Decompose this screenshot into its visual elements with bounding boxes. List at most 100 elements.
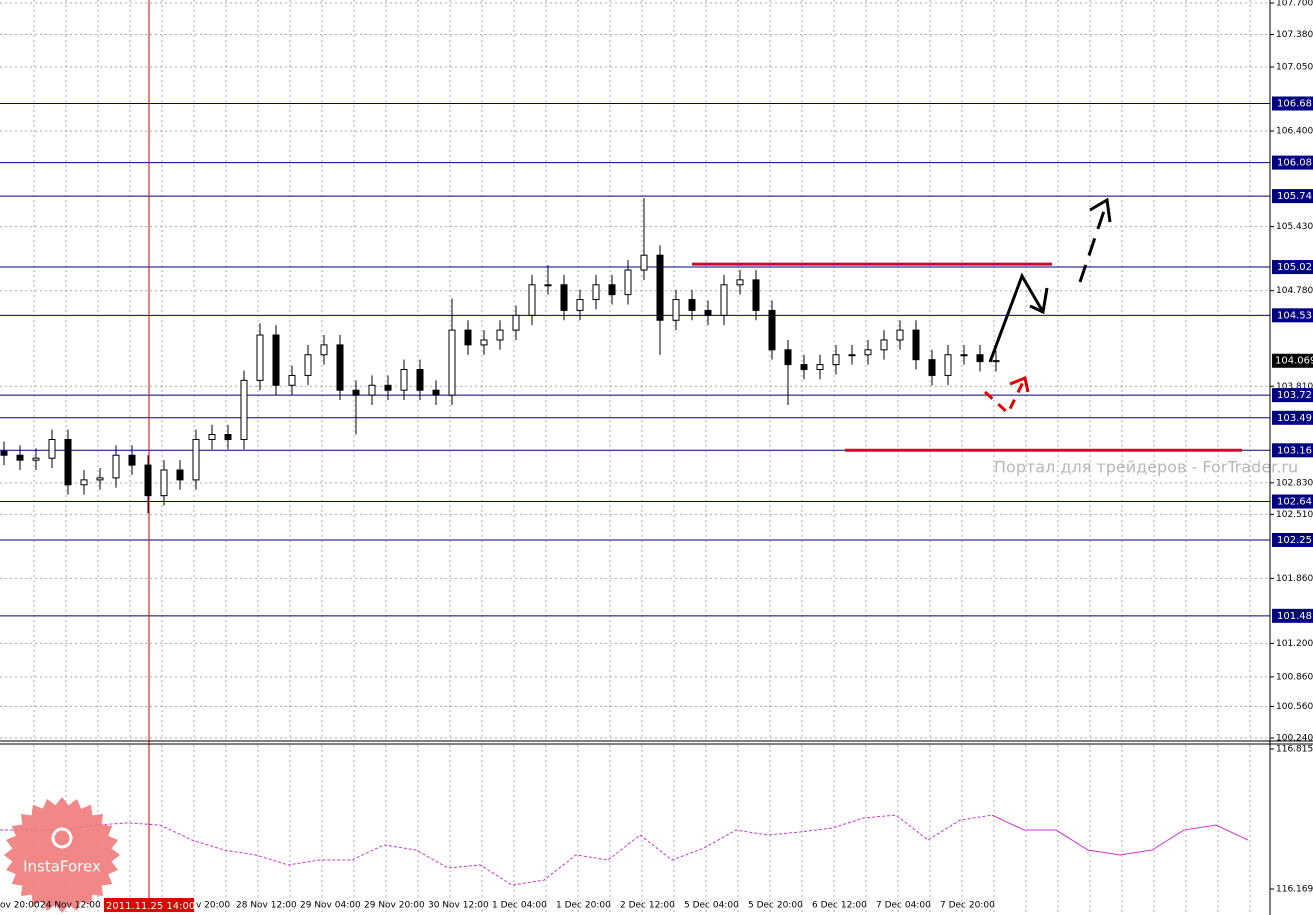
candle-body [16,454,24,461]
candle-body [224,434,232,440]
y-tick-label: 106.400 [1276,127,1313,137]
x-tick-label: 29 Nov 20:00 [364,901,425,911]
candle-body [768,309,776,351]
candle-body [960,354,968,357]
candle-body [112,454,120,479]
x-tick-label: 6 Dec 12:00 [812,901,867,911]
forecast-arrow [988,272,1045,363]
indicator-line [0,814,993,886]
candle-body [144,464,152,497]
candle-body [320,344,328,356]
candle-body [720,284,728,316]
x-tick-label: 5 Dec 04:00 [684,901,739,911]
level-label-box [1272,608,1313,623]
y-tick-label: 116.815 [1276,745,1313,755]
y-tick-label: 107.700 [1276,0,1313,9]
arrow-head [1029,287,1049,315]
x-tick-label: 1 Dec 04:00 [492,901,547,911]
time-marker-box [104,898,194,912]
candle-body [912,329,920,361]
x-tick-label: 24 Nov 12:00 [40,901,101,911]
level-label-box [1272,494,1313,509]
candle-body [192,438,200,481]
candle-body [864,349,872,356]
level-label: 105.02 [1277,262,1312,273]
y-tick-label: 103.810 [1276,382,1313,392]
candle-body [976,354,984,363]
logo-text: InstaForex [23,858,101,876]
level-label: 105.74 [1277,191,1312,202]
x-tick-label: 29 Nov 04:00 [300,901,361,911]
y-tick-label: 100.860 [1276,672,1313,682]
candle-body [96,477,104,481]
level-label-box [1272,260,1313,275]
candle-body [240,379,248,440]
candle-body [688,299,696,311]
candle-body [560,284,568,311]
level-label-box [1272,308,1313,323]
candle-body [896,329,904,341]
candle-body [832,354,840,366]
x-tick-label: v 20:00 [196,901,230,911]
candle-body [32,457,40,461]
candle-body [880,339,888,351]
level-label: 103.72 [1277,390,1312,401]
candle-body [576,299,584,311]
candle-body [48,438,56,459]
x-tick-label: 2 Dec 12:00 [620,901,675,911]
candle-body [944,354,952,376]
candle-body [496,329,504,341]
y-tick-label: 102.830 [1276,478,1313,488]
x-tick-label: ov 20:00 [0,901,40,911]
candle-body [352,389,360,396]
candle-body [784,349,792,366]
logo-icon [51,827,73,849]
level-label-box [1272,532,1313,547]
y-tick-label: 107.050 [1276,63,1313,73]
indicator-line [991,814,1249,856]
candle-body [928,359,936,376]
level-label-box [1272,388,1313,403]
forecast-arrow-dashed [1078,201,1109,283]
x-tick-label: 30 Nov 12:00 [428,901,489,911]
candle-body [816,364,824,371]
arrow-head [1089,197,1112,223]
candle-body [128,454,136,466]
candle-body [512,314,520,331]
x-tick-label: 28 Nov 12:00 [236,901,297,911]
candle-body [592,284,600,301]
candle-body [992,360,1000,363]
level-label-box [1272,410,1313,425]
y-tick-label: 116.169 [1276,885,1313,895]
candle-body [848,354,856,357]
candle-body [288,374,296,386]
candle-body [752,279,760,311]
candle-body [368,384,376,396]
candle-body [640,254,648,271]
candle-body [624,269,632,296]
level-label: 106.68 [1277,98,1312,109]
level-label-box [1272,443,1313,458]
alt-arrow [983,377,1027,416]
candle-body [672,299,680,321]
candle-body [160,469,168,497]
x-tick-label: 7 Dec 20:00 [940,901,995,911]
candle-body [304,354,312,376]
level-label: 106.08 [1277,158,1312,169]
level-label-box [1272,189,1313,204]
candle-body [704,309,712,316]
candle-body [416,369,424,391]
level-label: 102.25 [1277,535,1312,546]
y-tick-label: 100.240 [1276,734,1313,744]
arrow-head [1009,375,1030,393]
level-label: 103.16 [1277,445,1312,456]
candle-body [80,479,88,486]
y-tick-label: 101.860 [1276,574,1313,584]
candle-body [400,369,408,391]
level-label-box [1272,96,1313,111]
candle-body [208,434,216,440]
level-label: 101.48 [1277,611,1312,622]
candle-body [432,389,440,396]
